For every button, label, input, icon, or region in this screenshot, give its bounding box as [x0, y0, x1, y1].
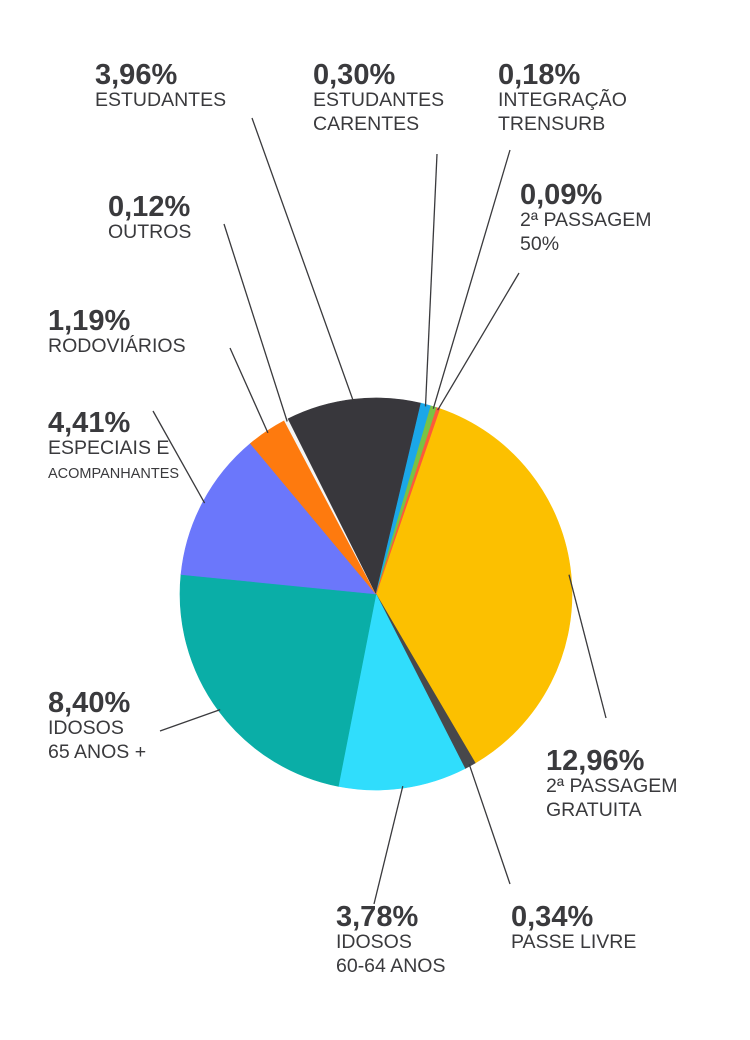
- leader-line: [437, 272, 520, 411]
- slice-category-label: PASSE LIVRE: [511, 931, 636, 953]
- slice-category-label: RODOVIÁRIOS: [48, 334, 186, 357]
- slice-category-label: ESPECIAIS E: [48, 437, 169, 459]
- slice-percent-label: 0,12%: [108, 191, 190, 223]
- leader-line: [432, 149, 511, 409]
- leader-line: [223, 223, 288, 422]
- slice-category-label: ESTUDANTES: [313, 89, 444, 111]
- slice-category-label: 2ª PASSAGEM: [520, 209, 651, 231]
- slice-percent-label: 0,34%: [511, 901, 593, 933]
- slice-percent-label: 8,40%: [48, 687, 130, 719]
- slice-category-label: TRENSURB: [498, 113, 605, 135]
- leader-lines: [152, 117, 607, 905]
- slice-percent-label: 1,19%: [48, 305, 130, 337]
- leader-line: [152, 410, 206, 504]
- slice-category-label: 50%: [520, 233, 559, 255]
- leader-line: [424, 153, 438, 407]
- slice-percent-label: 12,96%: [546, 745, 645, 777]
- slice-percent-label: 3,96%: [95, 59, 177, 91]
- slice-percent-label: 0,09%: [520, 179, 602, 211]
- leader-line: [468, 763, 511, 885]
- slice-category-label: CARENTES: [313, 113, 419, 135]
- slice-percent-label: 4,41%: [48, 407, 130, 439]
- pie-slice: [180, 443, 377, 595]
- pie-slices: [179, 397, 573, 791]
- slice-label: 3,96%ESTUDANTES: [95, 59, 226, 111]
- slice-category-label: ESTUDANTES: [95, 89, 226, 111]
- slice-category-label: 2ª PASSAGEM: [546, 775, 677, 797]
- slice-category-label: 65 ANOS +: [48, 741, 146, 763]
- leader-line: [229, 347, 269, 434]
- slice-percent-label: 3,78%: [336, 901, 418, 933]
- slice-category-label: 60-64 ANOS: [336, 955, 445, 977]
- slice-percent-label: 0,18%: [498, 59, 580, 91]
- pie-slice: [375, 408, 573, 764]
- pie-slice: [337, 593, 466, 791]
- leader-line: [159, 708, 221, 732]
- leader-line: [373, 785, 404, 905]
- slice-label: 4,41%ESPECIAIS E ACOMPANHANTES: [48, 407, 179, 482]
- slice-category-label: OUTROS: [108, 221, 191, 243]
- slice-label: 0,12%OUTROS: [108, 191, 191, 243]
- slice-category-label: INTEGRAÇÃO: [498, 87, 627, 111]
- leader-line: [251, 117, 355, 402]
- slice-label: 1,19%RODOVIÁRIOS: [48, 305, 186, 357]
- leader-line: [568, 574, 607, 719]
- slice-category-label: GRATUITA: [546, 799, 642, 821]
- slice-percent-label: 0,30%: [313, 59, 395, 91]
- slice-category-label: ACOMPANHANTES: [48, 466, 179, 482]
- slice-category-label: IDOSOS: [48, 717, 124, 739]
- slice-label: 0,34%PASSE LIVRE: [511, 901, 636, 953]
- slice-category-label: IDOSOS: [336, 931, 412, 953]
